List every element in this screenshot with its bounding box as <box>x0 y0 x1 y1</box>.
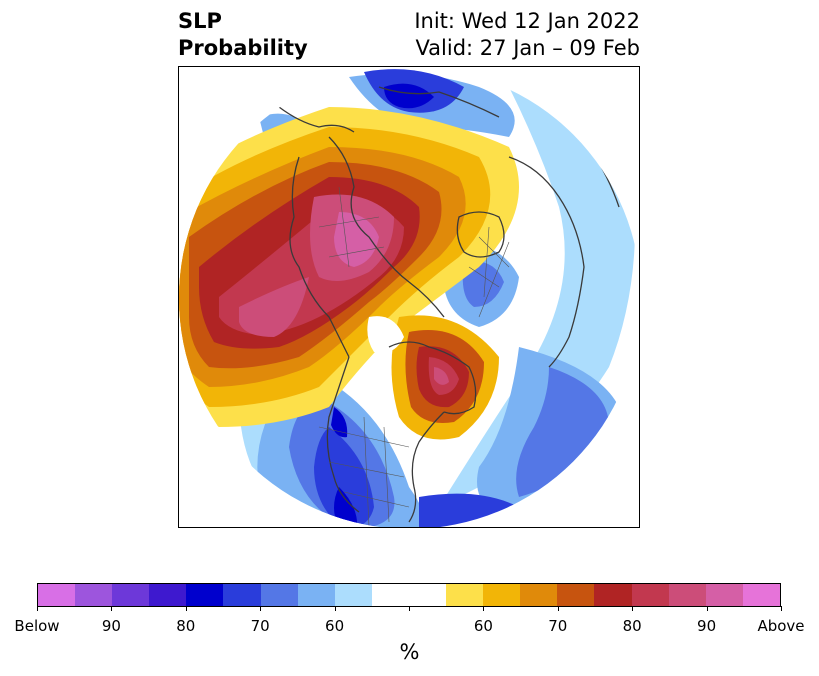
colorbar-segment <box>557 584 595 606</box>
colorbar-label: 80 <box>176 617 196 635</box>
colorbar-tick <box>632 606 634 611</box>
colorbar-segment <box>223 584 261 606</box>
valid-range: Valid: 27 Jan – 09 Feb <box>415 36 640 60</box>
colorbar-label: 60 <box>325 617 345 635</box>
probability-field <box>179 67 639 527</box>
colorbar-segment <box>705 584 743 606</box>
colorbar-segment <box>742 584 780 606</box>
colorbar-labels: Below 90 80 70 60 60 70 80 90 Above <box>0 617 819 637</box>
colorbar-tick <box>111 606 113 611</box>
colorbar-segment <box>631 584 669 606</box>
colorbar-tick <box>260 606 262 611</box>
colorbar-segment <box>483 584 521 606</box>
colorbar-segment <box>186 584 224 606</box>
colorbar-label: 90 <box>697 617 717 635</box>
probability-map <box>178 66 640 528</box>
title-line-2: Probability <box>178 36 308 60</box>
map-canvas <box>179 67 639 527</box>
colorbar-segment <box>260 584 298 606</box>
colorbar-tick <box>557 606 559 611</box>
colorbar-segment <box>38 584 76 606</box>
colorbar-segment <box>371 584 409 606</box>
colorbar-tick <box>706 606 708 611</box>
colorbar-tick <box>37 606 38 611</box>
colorbar-unit: % <box>399 640 420 664</box>
colorbar-tick <box>483 606 485 611</box>
colorbar-label: Below <box>14 617 60 635</box>
colorbar-label: 70 <box>250 617 270 635</box>
colorbar-segment <box>297 584 335 606</box>
colorbar-segment <box>594 584 632 606</box>
colorbar-tick <box>781 606 782 611</box>
colorbar-tick <box>185 606 187 611</box>
colorbar-segment <box>408 584 447 606</box>
colorbar-label: Above <box>757 617 805 635</box>
colorbar <box>37 583 781 607</box>
colorbar-label: 90 <box>101 617 121 635</box>
colorbar-label: 70 <box>548 617 568 635</box>
colorbar-label: 80 <box>622 617 642 635</box>
colorbar-label: 60 <box>473 617 493 635</box>
forecast-dates: Init: Wed 12 Jan 2022 Valid: 27 Jan – 09… <box>414 8 640 62</box>
chart-title: SLP Probability <box>178 8 308 62</box>
borders <box>318 186 510 527</box>
colorbar-segment <box>334 584 372 606</box>
colorbar-segment <box>668 584 706 606</box>
colorbar-ticks <box>0 606 819 612</box>
colorbar-segment <box>149 584 187 606</box>
init-date: Init: Wed 12 Jan 2022 <box>414 9 640 33</box>
title-line-1: SLP <box>178 9 222 33</box>
colorbar-segment <box>112 584 150 606</box>
colorbar-segment <box>520 584 558 606</box>
colorbar-segment <box>75 584 113 606</box>
colorbar-segment <box>446 584 484 606</box>
colorbar-tick <box>334 606 336 611</box>
colorbar-tick <box>409 606 410 611</box>
